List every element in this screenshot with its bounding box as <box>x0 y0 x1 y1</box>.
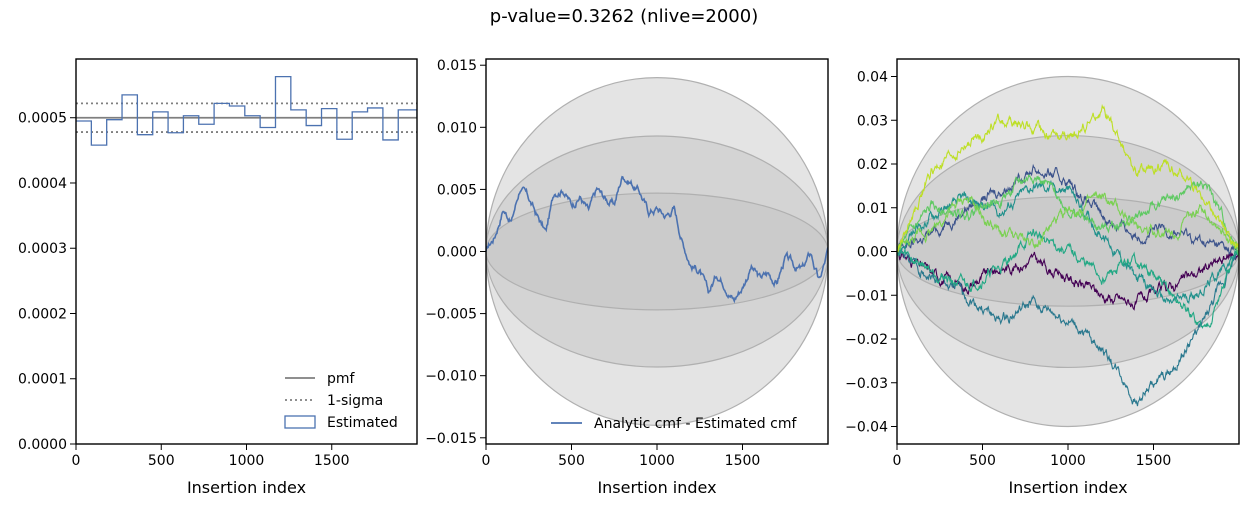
y-tick-label: 0.01 <box>857 201 888 217</box>
x-tick-label: 1000 <box>639 453 675 469</box>
y-tick-label: −0.015 <box>425 431 477 447</box>
y-tick-label: −0.02 <box>845 332 888 348</box>
y-tick-label: 0.010 <box>437 120 477 136</box>
sigma-band <box>486 192 828 311</box>
sigma-band <box>486 77 828 426</box>
y-tick-label: −0.01 <box>845 288 888 304</box>
run-line <box>897 228 1239 330</box>
cmf-difference-line <box>486 175 828 304</box>
legend: Analytic cmf - Estimated cmf <box>551 416 797 432</box>
y-tick-label: 0.0004 <box>18 176 67 192</box>
run-line <box>897 191 1239 253</box>
x-tick-label: 500 <box>148 453 175 469</box>
x-tick-label: 1500 <box>1136 453 1172 469</box>
x-axis-label: Insertion index <box>597 478 716 497</box>
y-tick-label: −0.005 <box>425 307 477 323</box>
cmf-difference-panel: 0 500 1000 1500 −0.015 −0.010 −0.005 0.000 0.005… <box>425 58 829 497</box>
run-line <box>897 103 1239 253</box>
y-tick-label: 0.0001 <box>18 372 67 388</box>
x-axis-label: Insertion index <box>187 478 306 497</box>
x-tick-label: 0 <box>482 453 491 469</box>
x-tick-label: 1500 <box>725 453 761 469</box>
run-line <box>897 163 1239 255</box>
y-tick-label: 0.03 <box>857 113 888 129</box>
y-tick-label: 0.0000 <box>18 437 67 453</box>
axes-frame <box>896 58 1240 445</box>
x-tick-label: 0 <box>72 453 81 469</box>
plot-area <box>76 75 417 146</box>
plot-area <box>486 77 828 426</box>
x-tick-label: 1500 <box>314 453 350 469</box>
legend-estimated-swatch <box>284 415 316 429</box>
legend-estimated-label: Estimated <box>327 415 398 431</box>
y-tick-label: 0.000 <box>437 245 477 261</box>
y-tick-label: −0.010 <box>425 369 477 385</box>
run-line <box>897 173 1239 257</box>
y-tick-label: −0.03 <box>845 376 888 392</box>
histogram-panel: 0 500 1000 1500 0.0000 0.0001 0.0002 0.0003 0.00… <box>18 58 418 497</box>
run-line <box>897 179 1239 305</box>
legend-cmf-label: Analytic cmf - Estimated cmf <box>594 416 797 432</box>
x-tick-label: 1000 <box>229 453 265 469</box>
y-tick-label: 0.0005 <box>18 111 67 127</box>
cmf-runs-panel: 0 500 1000 1500 −0.04 −0.03 −0.02 −0.01 0.00 0.01… <box>845 58 1240 497</box>
y-tick-label: 0.04 <box>857 70 888 86</box>
axes-frame <box>485 58 829 445</box>
sigma-band <box>486 135 828 368</box>
y-tick-label: 0.005 <box>437 182 477 198</box>
y-tick-label: 0.0002 <box>18 306 67 322</box>
y-tick-label: −0.04 <box>845 420 888 436</box>
x-axis-label: Insertion index <box>1008 478 1127 497</box>
sigma-band <box>897 196 1239 307</box>
y-tick-label: 0.00 <box>857 245 888 261</box>
legend-pmf-label: pmf <box>327 371 356 387</box>
plot-area <box>897 75 1239 428</box>
y-tick-label: 0.015 <box>437 58 477 74</box>
x-tick-label: 500 <box>558 453 585 469</box>
x-tick-label: 0 <box>893 453 902 469</box>
y-tick-label: 0.0003 <box>18 241 67 257</box>
estimated-histogram <box>76 75 417 146</box>
y-tick-label: 0.02 <box>857 157 888 173</box>
legend: pmf 1-sigma Estimated <box>284 371 398 431</box>
figure-title: p-value=0.3262 (nlive=2000) <box>489 6 759 27</box>
x-tick-label: 1000 <box>1050 453 1086 469</box>
legend-sigma-label: 1-sigma <box>327 393 383 409</box>
sigma-band <box>897 75 1239 428</box>
axes-frame <box>75 58 418 445</box>
x-tick-label: 500 <box>969 453 996 469</box>
